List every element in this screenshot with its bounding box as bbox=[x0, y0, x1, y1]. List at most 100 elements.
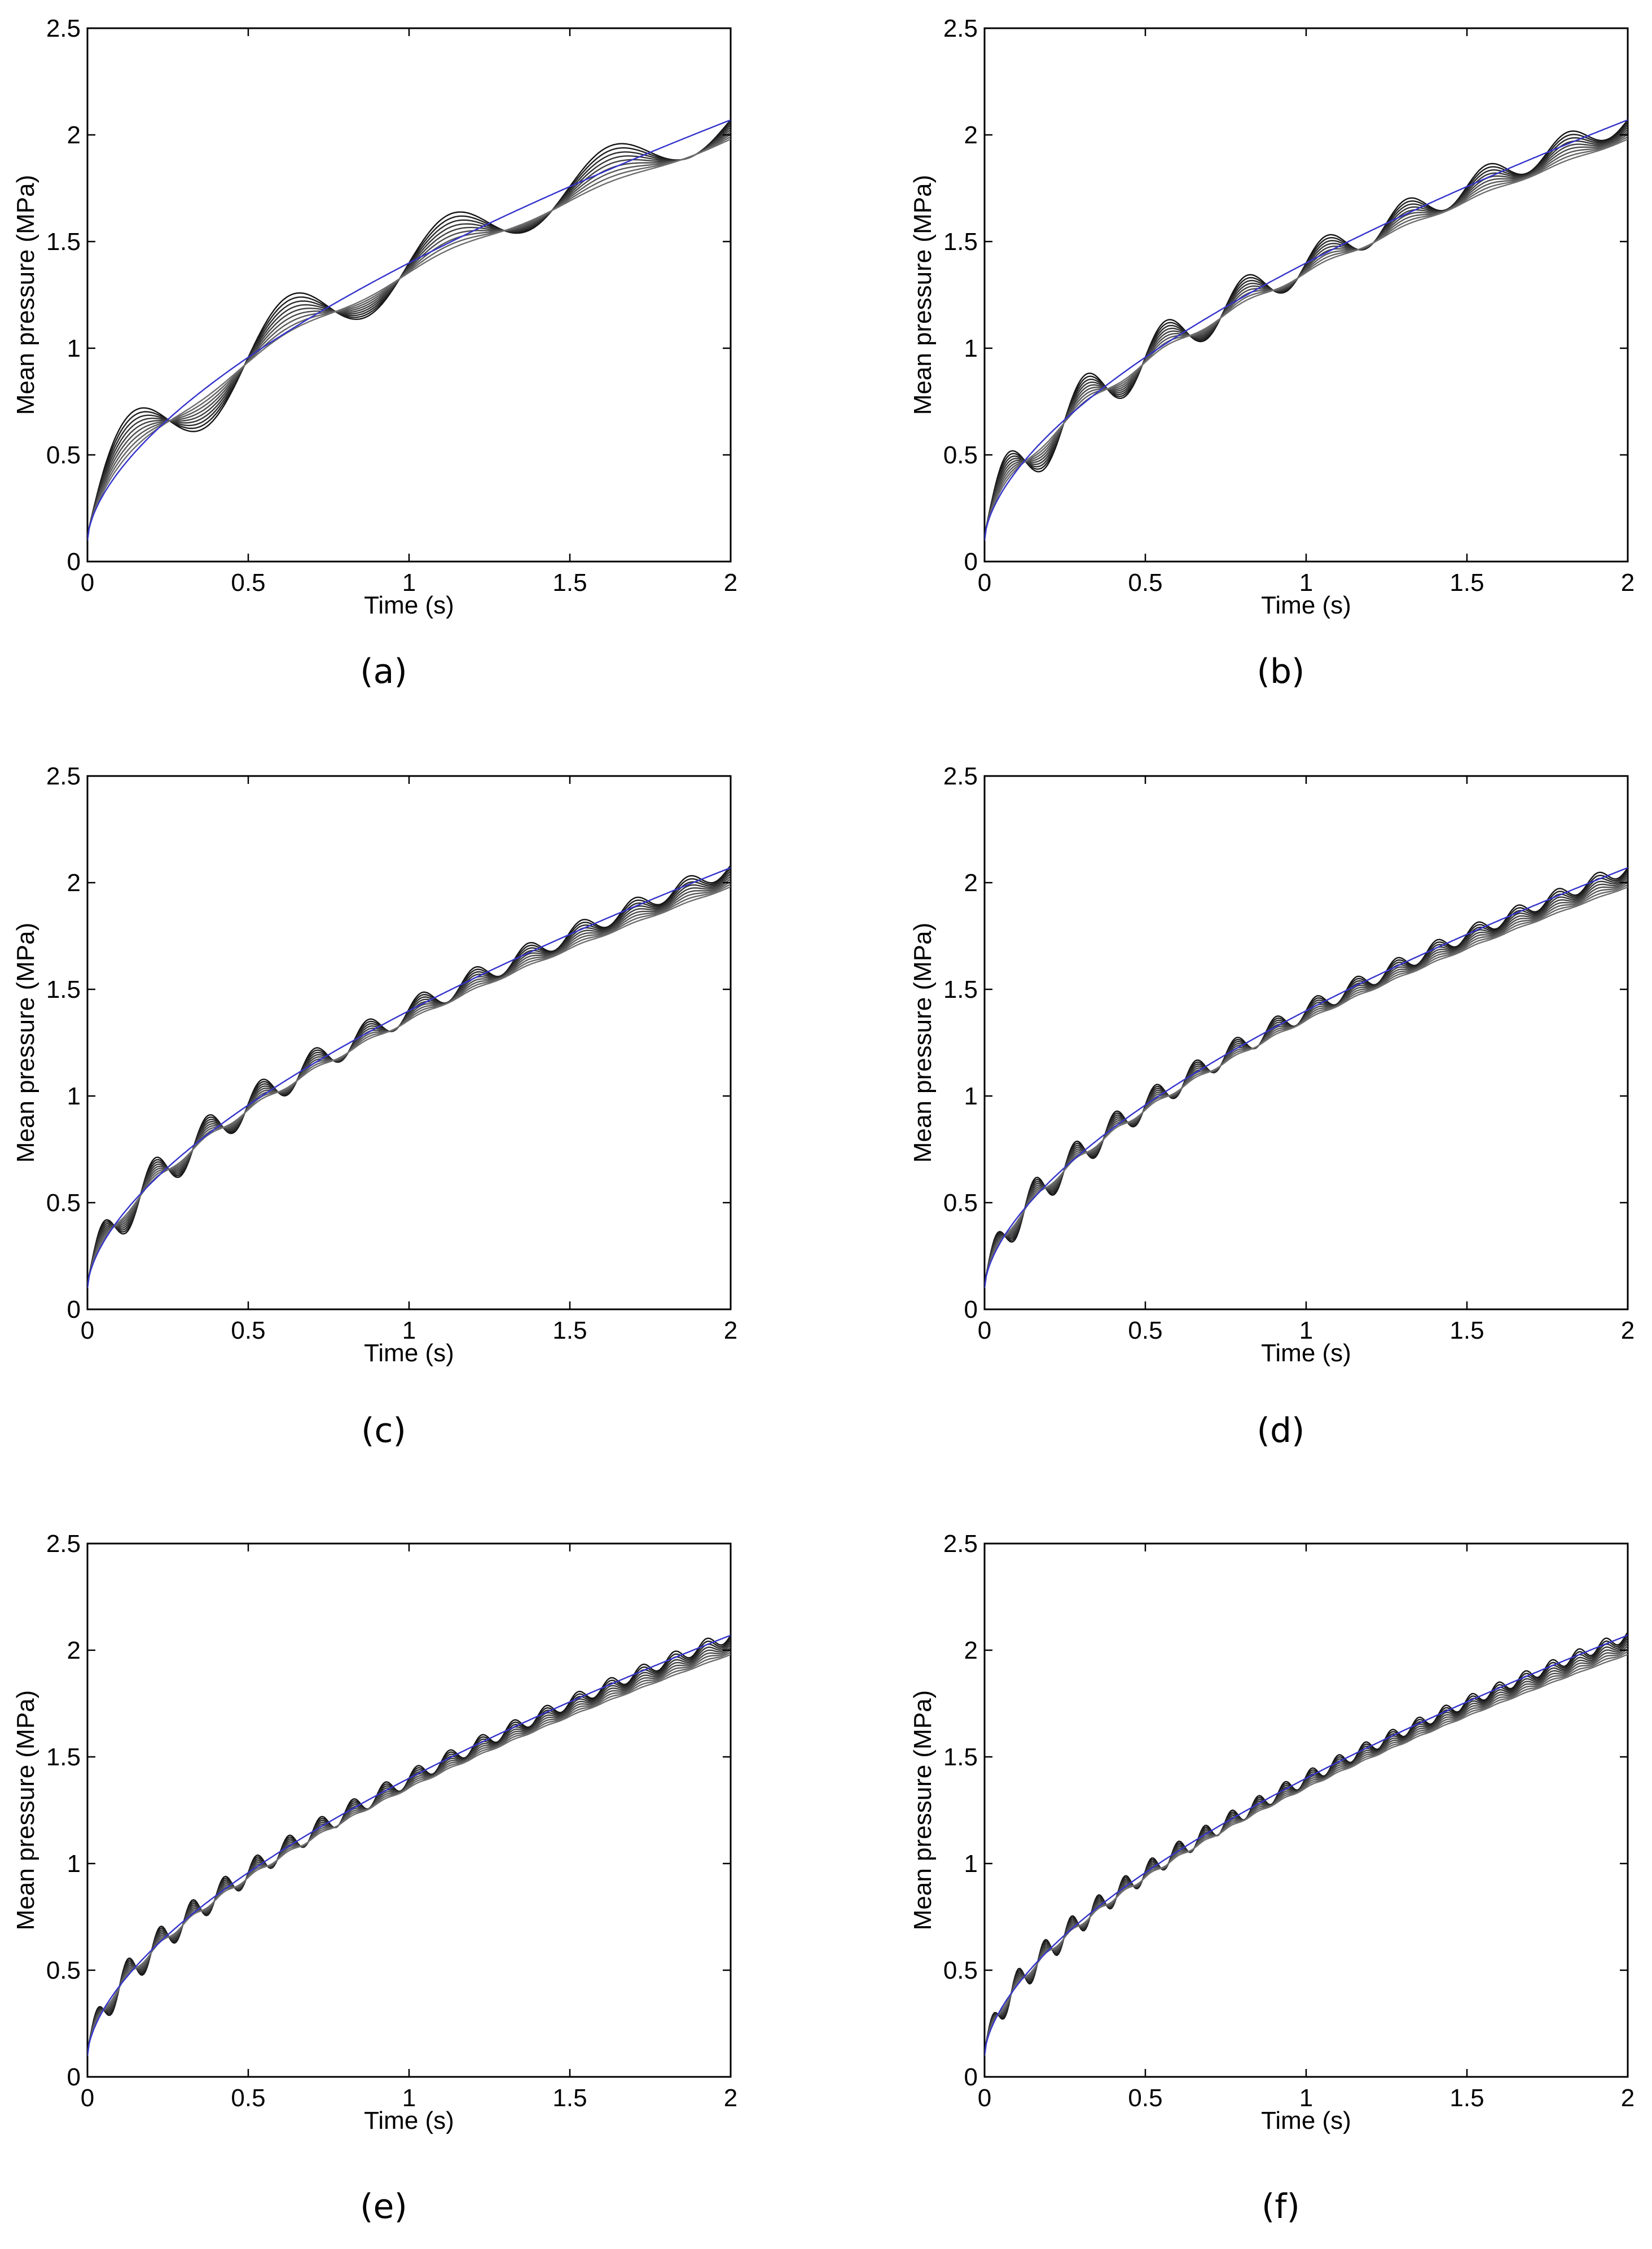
axes-frame bbox=[983, 775, 1629, 1310]
simulated-curve bbox=[87, 1639, 731, 2056]
simulated-curve bbox=[87, 1642, 731, 2056]
y-tick-label: 1.5 bbox=[46, 1743, 81, 1771]
simulated-curve bbox=[985, 119, 1628, 541]
simulated-curve bbox=[985, 882, 1628, 1288]
x-tick-label: 1 bbox=[402, 1317, 416, 1344]
curve-group bbox=[985, 867, 1628, 1288]
y-tick-label: 0 bbox=[67, 1296, 81, 1323]
reference-curve bbox=[87, 119, 731, 541]
y-tick-label: 2.5 bbox=[943, 1530, 978, 1558]
simulated-curve bbox=[87, 883, 731, 1288]
simulated-curve bbox=[985, 126, 1628, 541]
y-tick-label: 2.5 bbox=[46, 15, 81, 42]
y-tick-label: 0 bbox=[67, 2063, 81, 2091]
y-axis-label: Mean pressure (MPa) bbox=[12, 923, 39, 1163]
y-axis-label: Mean pressure (MPa) bbox=[12, 175, 39, 415]
simulated-curve bbox=[985, 886, 1628, 1288]
y-tick-label: 0.5 bbox=[46, 1189, 81, 1217]
x-tick-label: 2 bbox=[724, 2084, 737, 2112]
simulated-curve bbox=[985, 876, 1628, 1288]
simulated-curve bbox=[985, 1634, 1628, 2056]
y-axis-label: Mean pressure (MPa) bbox=[12, 1690, 39, 1930]
x-tick-label: 1.5 bbox=[552, 1317, 587, 1344]
x-tick-label: 0 bbox=[978, 569, 991, 597]
y-tick-label: 1 bbox=[964, 1082, 978, 1110]
y-tick-label: 1 bbox=[67, 1082, 81, 1110]
simulated-curve bbox=[87, 121, 731, 541]
simulated-curve bbox=[87, 138, 731, 541]
y-tick-label: 1 bbox=[67, 1850, 81, 1878]
axes-frame bbox=[86, 1542, 732, 2078]
panel-caption: (c) bbox=[361, 1411, 406, 1450]
curve-group bbox=[985, 1632, 1628, 2056]
simulated-curve bbox=[87, 1637, 731, 2056]
y-tick-label: 2.5 bbox=[943, 762, 978, 790]
y-tick-label: 1.5 bbox=[943, 976, 978, 1003]
x-axis-label: Time (s) bbox=[1261, 1339, 1351, 1367]
simulated-curve bbox=[87, 136, 731, 541]
simulated-curve bbox=[87, 865, 731, 1288]
x-tick-label: 0.5 bbox=[1128, 569, 1162, 597]
simulated-curve bbox=[87, 131, 731, 541]
x-tick-label: 0.5 bbox=[231, 2084, 265, 2112]
simulated-curve bbox=[985, 134, 1628, 541]
y-axis-label: Mean pressure (MPa) bbox=[909, 1690, 937, 1930]
chart-panel-2: 0 0.5 1 1.5 2 0 0.5 1 1.5 2 2.5 Time (s) Mean pressu… bbox=[909, 15, 1635, 691]
x-axis-label: Time (s) bbox=[364, 1339, 454, 1367]
curve-group bbox=[87, 119, 731, 541]
x-tick-label: 1 bbox=[1299, 569, 1313, 597]
simulated-curve bbox=[87, 1644, 731, 2056]
simulated-curve bbox=[87, 119, 731, 541]
simulated-curve bbox=[985, 879, 1628, 1288]
simulated-curve bbox=[985, 1651, 1628, 2056]
simulated-curve bbox=[87, 1649, 731, 2056]
panel-caption: (d) bbox=[1257, 1411, 1305, 1450]
x-tick-label: 0.5 bbox=[1128, 1317, 1162, 1344]
y-tick-label: 0.5 bbox=[943, 1189, 978, 1217]
simulated-curve bbox=[87, 867, 731, 1288]
x-tick-label: 1.5 bbox=[552, 2084, 587, 2112]
x-tick-label: 1.5 bbox=[1449, 1317, 1484, 1344]
panel-caption: (f) bbox=[1262, 2187, 1300, 2226]
y-tick-label: 1 bbox=[964, 1850, 978, 1878]
x-axis-label: Time (s) bbox=[1261, 591, 1351, 619]
simulated-curve bbox=[985, 884, 1628, 1288]
x-axis-label: Time (s) bbox=[364, 591, 454, 619]
simulated-curve bbox=[985, 872, 1628, 1288]
simulated-curve bbox=[985, 131, 1628, 541]
simulated-curve bbox=[87, 886, 731, 1288]
simulated-curve bbox=[985, 874, 1628, 1288]
y-tick-label: 0 bbox=[964, 1296, 978, 1323]
x-tick-label: 0.5 bbox=[231, 569, 265, 597]
simulated-curve bbox=[985, 1637, 1628, 2056]
x-tick-label: 2 bbox=[1621, 2084, 1635, 2112]
simulated-curve bbox=[87, 129, 731, 541]
panel-caption: (b) bbox=[1257, 652, 1305, 691]
y-axis-label: Mean pressure (MPa) bbox=[909, 923, 937, 1163]
x-tick-label: 1.5 bbox=[1449, 569, 1484, 597]
y-tick-label: 0.5 bbox=[46, 1957, 81, 1984]
reference-curve bbox=[985, 1634, 1628, 2056]
reference-curve bbox=[985, 867, 1628, 1288]
chart-panel-5: 0 0.5 1 1.5 2 0 0.5 1 1.5 2 2.5 Time (s) Mean pressu… bbox=[12, 1530, 737, 2226]
x-axis-label: Time (s) bbox=[1261, 2107, 1351, 2134]
simulated-curve bbox=[985, 1632, 1628, 2056]
simulated-curve bbox=[985, 1645, 1628, 2056]
y-tick-label: 2 bbox=[67, 1637, 81, 1664]
x-tick-label: 2 bbox=[1621, 1317, 1635, 1344]
simulated-curve bbox=[87, 134, 731, 541]
y-tick-label: 2 bbox=[964, 869, 978, 897]
x-tick-label: 1 bbox=[1299, 1317, 1313, 1344]
y-axis-label: Mean pressure (MPa) bbox=[909, 175, 937, 415]
y-tick-label: 0.5 bbox=[943, 441, 978, 469]
panel-caption: (e) bbox=[360, 2187, 407, 2226]
simulated-curve bbox=[985, 1642, 1628, 2056]
x-axis-label: Time (s) bbox=[364, 2107, 454, 2134]
chart-panel-4: 0 0.5 1 1.5 2 0 0.5 1 1.5 2 2.5 Time (s) Mean pressu… bbox=[909, 762, 1635, 1450]
simulated-curve bbox=[87, 124, 731, 541]
simulated-curve bbox=[985, 1639, 1628, 2056]
chart-panel-1: 0 0.5 1 1.5 2 0 0.5 1 1.5 2 2.5 Time (s) Mean pressu… bbox=[12, 15, 737, 691]
simulated-curve bbox=[87, 1646, 731, 2056]
simulated-curve bbox=[985, 129, 1628, 541]
